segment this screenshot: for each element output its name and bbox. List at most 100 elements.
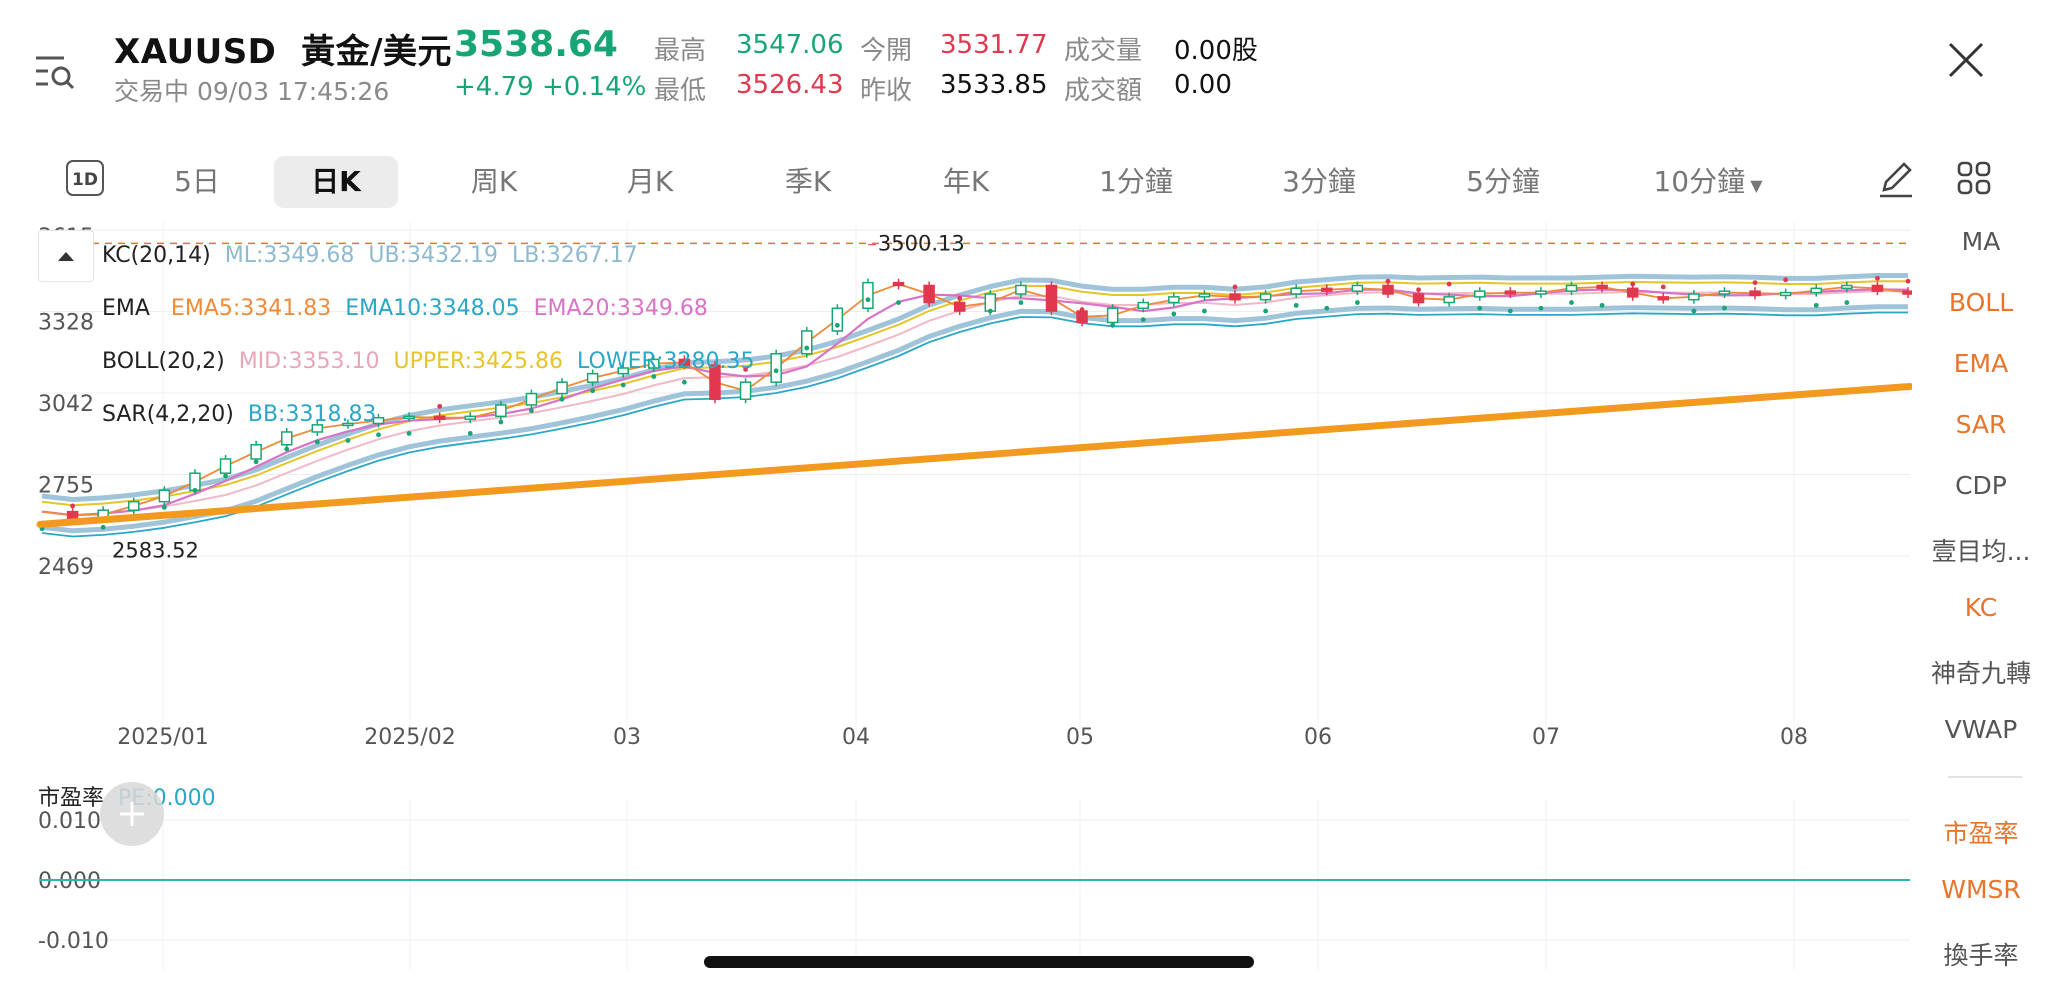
pe-chart[interactable]: 0.010 0.000 -0.010	[0, 800, 1912, 970]
indicator-vwap[interactable]: VWAP	[1944, 715, 2018, 744]
tab-1min[interactable]: 1分鐘	[1099, 165, 1173, 198]
tab-week-k[interactable]: 周K	[470, 165, 518, 198]
candle	[1259, 293, 1272, 301]
low-annotation: 2583.52	[112, 538, 199, 562]
sar-dot	[1599, 302, 1605, 308]
sar-dot	[1477, 305, 1483, 311]
candle	[128, 500, 140, 511]
candle	[617, 367, 629, 375]
caret-down-icon: ▼	[1745, 176, 1763, 195]
sar-dot	[100, 524, 106, 530]
menu-search-icon[interactable]	[34, 52, 76, 92]
tab-day-k[interactable]: 日K	[274, 156, 398, 208]
sar-dot	[1354, 300, 1360, 305]
tab-month-k[interactable]: 月K	[626, 165, 674, 198]
pe-y-tick-label: -0.010	[38, 929, 109, 954]
sar-dot	[1691, 308, 1697, 314]
x-tick-label: 2025/02	[364, 725, 455, 750]
pe-y-tick-label: 0.010	[38, 809, 101, 834]
boll-mid-line	[41, 290, 1908, 517]
grid-icon[interactable]	[1956, 160, 1992, 196]
candle	[739, 381, 752, 401]
indicator-td-sequential[interactable]: 神奇九轉	[1930, 659, 2031, 688]
candle	[831, 307, 844, 332]
close-icon[interactable]	[1946, 40, 1986, 80]
candle	[892, 281, 905, 287]
indicator-pe[interactable]: 市盈率	[1943, 819, 2019, 848]
high-annotation: 3500.13	[878, 232, 965, 256]
candle	[1749, 290, 1761, 297]
candle	[1473, 290, 1486, 298]
candle	[1871, 284, 1884, 292]
pencil-icon[interactable]	[1876, 158, 1916, 200]
candle	[1168, 296, 1180, 304]
sar-dot	[926, 287, 932, 293]
collapse-legend-button[interactable]	[38, 230, 94, 282]
tab-5day[interactable]: 5日	[174, 165, 220, 198]
period-icon[interactable]: 1D	[66, 160, 104, 196]
sar-dot	[1446, 281, 1452, 287]
indicator-turnover[interactable]: 換手率	[1943, 941, 2019, 970]
indicator-boll[interactable]: BOLL	[1948, 288, 2014, 317]
add-indicator-button[interactable]	[100, 782, 164, 846]
x-tick-label: 08	[1780, 725, 1808, 750]
sar-dot	[437, 403, 443, 409]
candlestick-chart[interactable]: 361533283042275524692025/012025/02030405…	[0, 222, 1912, 756]
indicator-cdp[interactable]: CDP	[1955, 471, 2007, 500]
tab-5min[interactable]: 5分鐘	[1466, 165, 1540, 198]
sar-dot	[896, 300, 901, 305]
candle	[953, 301, 966, 312]
indicator-ema[interactable]: EMA	[1953, 349, 2009, 378]
x-tick-label: 04	[842, 725, 870, 750]
sar-dot	[1844, 300, 1850, 305]
sar-dot	[1875, 275, 1880, 281]
stat-label-turnover: 成交額	[1064, 76, 1143, 106]
candle	[709, 364, 721, 401]
sar-dot	[1722, 305, 1727, 311]
sar-dot	[559, 396, 565, 402]
candle	[1076, 310, 1088, 324]
sar-dot	[161, 504, 167, 510]
plus-icon	[120, 802, 144, 826]
indicator-ma[interactable]: MA	[1961, 227, 2001, 256]
tab-10min[interactable]: 10分鐘 ▼	[1653, 165, 1763, 198]
indicator-ichimoku[interactable]: 壹目均...	[1931, 537, 2031, 566]
sar-dot	[1293, 302, 1299, 308]
sar-dot	[865, 297, 871, 303]
ema20-line	[41, 288, 1909, 517]
sar-dot	[1660, 284, 1666, 290]
indicator-wmsr[interactable]: WMSR	[1941, 875, 2021, 904]
candle	[1626, 287, 1639, 298]
sar-dot	[529, 408, 534, 414]
candle	[984, 293, 997, 312]
sar-dot	[223, 473, 228, 479]
sar-dot	[1324, 305, 1330, 311]
tab-3min[interactable]: 3分鐘	[1282, 165, 1356, 198]
sar-dot	[314, 439, 320, 445]
home-indicator[interactable]	[704, 956, 1254, 968]
indicator-kc[interactable]: KC	[1964, 593, 1998, 622]
sar-dot	[743, 366, 748, 372]
sar-dot	[712, 384, 718, 389]
sar-dot	[834, 322, 840, 328]
candle	[1015, 284, 1027, 295]
triangle-up-icon	[58, 252, 74, 261]
indicator-sar[interactable]: SAR	[1955, 410, 2007, 439]
candle	[433, 415, 446, 420]
candle	[495, 404, 507, 418]
sar-dot	[987, 308, 993, 314]
candle	[311, 424, 324, 433]
candle	[678, 358, 691, 366]
sar-dot	[651, 374, 657, 379]
y-tick-label: 3042	[38, 392, 94, 417]
tab-quarter-k[interactable]: 季K	[784, 165, 832, 198]
stat-label-volume: 成交量	[1064, 36, 1143, 66]
candle	[1321, 287, 1333, 292]
sar-dot	[1752, 280, 1758, 286]
candle	[1412, 293, 1425, 304]
candle	[250, 444, 262, 460]
candle	[1290, 287, 1302, 295]
candle	[862, 281, 874, 309]
candle	[280, 431, 293, 446]
tab-year-k[interactable]: 年K	[942, 165, 990, 198]
